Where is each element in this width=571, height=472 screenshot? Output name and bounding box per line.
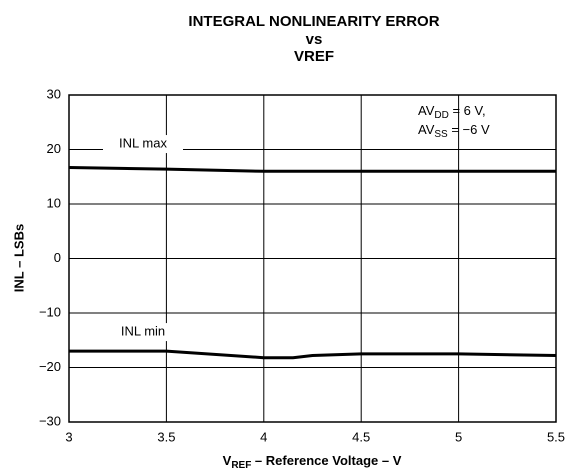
data-line <box>69 349 557 360</box>
y-tick-label: 0 <box>54 250 61 265</box>
series-label-bg <box>103 323 183 342</box>
x-label-part: V <box>223 453 232 468</box>
x-tick-label: 3.5 <box>157 429 175 444</box>
x-axis-label: VREF – Reference Voltage – V <box>223 453 402 470</box>
series-label-bg <box>103 135 183 154</box>
series-label: INL min <box>121 324 165 339</box>
chart-title: INTEGRAL NONLINEARITY ERROR <box>188 13 439 30</box>
y-tick-label: −20 <box>39 359 61 374</box>
y-axis-label: INL – LSBs <box>11 224 26 292</box>
annotation-sub: SS <box>434 129 448 140</box>
annotation: AVSS = −6 V <box>418 122 490 139</box>
annotation-part: AV <box>418 122 435 137</box>
plot-frame <box>68 94 557 423</box>
annotation: AVDD = 6 V, <box>418 103 486 120</box>
chart-title: vs <box>306 31 323 48</box>
annotation-part: AV <box>418 103 435 118</box>
x-label-sub: REF <box>231 460 251 471</box>
y-tick-label: −10 <box>39 304 61 319</box>
data-line <box>68 165 556 173</box>
x-tick-label: 5.5 <box>547 429 565 444</box>
x-tick-label: 4.5 <box>352 429 370 444</box>
x-tick-label: 3 <box>65 429 72 444</box>
x-tick-label: 4 <box>260 429 267 444</box>
annotation-part: = −6 V <box>448 122 490 137</box>
x-tick-label: 5 <box>455 429 462 444</box>
annotation-sub: DD <box>434 110 448 121</box>
series-label: INL max <box>119 135 167 150</box>
y-tick-label: 30 <box>47 86 61 101</box>
y-tick-label: 20 <box>47 141 61 156</box>
annotation-part: = 6 V, <box>449 103 486 118</box>
chart-title: VREF <box>294 48 334 65</box>
y-tick-label: 10 <box>47 195 61 210</box>
y-tick-label: −30 <box>39 413 61 428</box>
x-label-part: – Reference Voltage – V <box>251 453 401 468</box>
